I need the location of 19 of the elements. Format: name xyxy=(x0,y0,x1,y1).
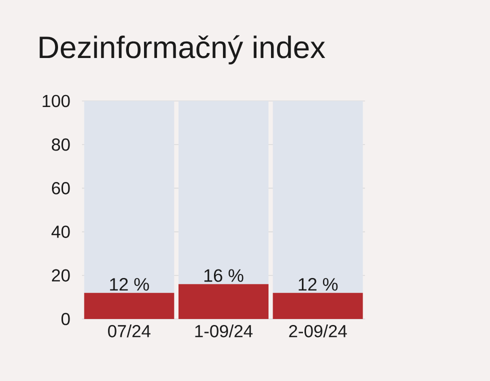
x-tick-label: 1-09/24 xyxy=(195,324,253,338)
x-tick-label: 2-09/24 xyxy=(289,324,347,338)
bar xyxy=(84,100,174,293)
y-tick-label: 60 xyxy=(52,182,70,194)
y-tick-label: 80 xyxy=(52,138,70,151)
y-tick-label: 40 xyxy=(52,226,70,238)
bar xyxy=(272,100,363,293)
data-label: 16 % xyxy=(204,269,244,282)
y-tick-label: 20 xyxy=(52,269,70,282)
y-tick-label: 0 xyxy=(61,312,70,326)
data-label: 12 % xyxy=(110,278,149,291)
bar xyxy=(272,292,363,319)
bar xyxy=(178,284,269,319)
data-label: 12 % xyxy=(298,278,338,291)
x-tick-label: 07/24 xyxy=(108,324,150,338)
bar xyxy=(84,292,174,319)
y-tick-label: 100 xyxy=(42,94,70,108)
chart-title: Dezinformačný index xyxy=(40,35,326,64)
bar xyxy=(178,100,269,284)
